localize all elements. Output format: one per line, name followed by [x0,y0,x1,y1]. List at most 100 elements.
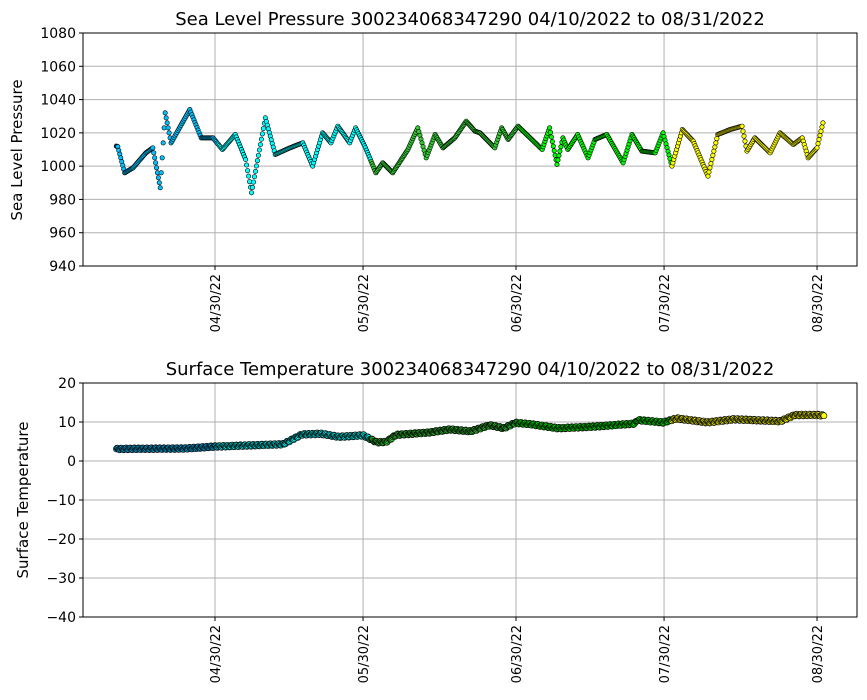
pressure-point [551,148,557,154]
pressure-point [160,140,166,146]
pressure-point [245,168,251,174]
pressure-point [154,165,160,171]
pressure-point [258,136,264,142]
pressure-point [818,128,824,134]
pressure-y-tick-label: 1060 [40,59,76,75]
pressure-point [705,173,711,179]
pressure-point [251,174,257,180]
pressure-point [244,162,250,168]
pressure-y-axis-label: Sea Level Pressure [8,79,26,220]
pressure-point [163,115,169,121]
pressure-y-tick-label: 940 [49,259,76,275]
pressure-point [159,155,165,161]
temperature-y-tick-label: −20 [46,532,76,548]
pressure-point [166,130,172,136]
temperature-y-tick-label: −30 [46,571,76,587]
pressure-point [706,169,712,175]
temperature-series [113,410,828,454]
pressure-point [710,152,716,158]
temperature-axes-frame [82,382,858,618]
pressure-series [113,107,826,196]
pressure-point [711,148,717,154]
temperature-point [820,412,828,420]
temperature-x-tick-label: 08/30/22 [811,625,826,683]
temperature-chart-title: Surface Temperature 300234068347290 04/1… [166,359,775,380]
pressure-point [741,133,747,139]
pressure-point [548,134,554,140]
temperature-y-tick-label: 0 [67,454,76,470]
pressure-x-tick-label: 05/30/22 [357,274,372,332]
pressure-point [550,143,556,149]
temperature-y-axis-label: Surface Temperature [14,422,32,579]
pressure-point [260,126,266,132]
pressure-point [814,145,820,151]
pressure-point [547,125,553,131]
temperature-y-tick-label: −10 [46,493,76,509]
pressure-point [256,147,262,153]
pressure-point [246,173,252,179]
pressure-point [815,141,821,147]
pressure-point [158,170,164,176]
temperature-y-tick-label: 10 [58,415,76,431]
temperature-x-tick-label: 07/30/22 [658,625,673,683]
pressure-y-tick-label: 1040 [40,93,76,109]
temperature-chart: Surface Temperature 300234068347290 04/1… [14,359,858,683]
pressure-x-tick-label: 08/30/22 [811,274,826,332]
pressure-point [162,110,168,116]
pressure-point [151,150,157,156]
pressure-point [250,184,256,190]
pressure-x-tick-label: 06/30/22 [510,274,525,332]
pressure-point [257,142,263,148]
pressure-point [156,180,162,186]
pressure-point [713,140,719,146]
pressure-chart: Sea Level Pressure 300234068347290 04/10… [8,9,858,332]
pressure-point [152,155,158,161]
pressure-point [820,120,826,126]
pressure-point [164,120,170,126]
temperature-x-tick-label: 04/30/22 [209,625,224,683]
pressure-point [250,179,256,185]
pressure-point [243,156,249,162]
pressure-point [150,145,156,151]
pressure-point [255,152,261,158]
pressure-point [157,185,163,191]
pressure-point [708,161,714,167]
pressure-point [253,163,259,169]
pressure-point [714,136,720,142]
pressure-point [165,125,171,131]
pressure-x-tick-label: 04/30/22 [209,274,224,332]
temperature-y-tick-label: −40 [46,610,76,626]
pressure-point [740,128,746,134]
pressure-point [712,144,718,150]
pressure-point [707,165,713,171]
pressure-point [817,132,823,138]
pressure-y-tick-label: 1080 [40,26,76,42]
pressure-point [547,129,553,135]
pressure-point [739,123,745,129]
pressure-y-tick-label: 980 [49,192,76,208]
pressure-point [555,157,561,163]
pressure-point [816,137,822,143]
pressure-point [709,156,715,162]
pressure-point [558,144,564,150]
pressure-point [155,175,161,181]
pressure-chart-title: Sea Level Pressure 300234068347290 04/10… [175,9,765,30]
pressure-point [557,148,563,154]
pressure-y-tick-label: 960 [49,226,76,242]
pressure-point [556,153,562,159]
temperature-y-tick-label: 20 [58,376,76,392]
pressure-point [742,138,748,144]
pressure-y-tick-label: 1000 [40,159,76,175]
pressure-point [153,160,159,166]
pressure-point [549,139,555,145]
pressure-point [254,158,260,164]
temperature-x-tick-label: 05/30/22 [357,625,372,683]
temperature-x-tick-label: 06/30/22 [510,625,525,683]
pressure-point [819,124,825,130]
pressure-y-tick-label: 1020 [40,126,76,142]
pressure-point [554,161,560,167]
pressure-axes-frame [82,32,858,267]
pressure-point [249,190,255,196]
pressure-point [259,131,265,137]
